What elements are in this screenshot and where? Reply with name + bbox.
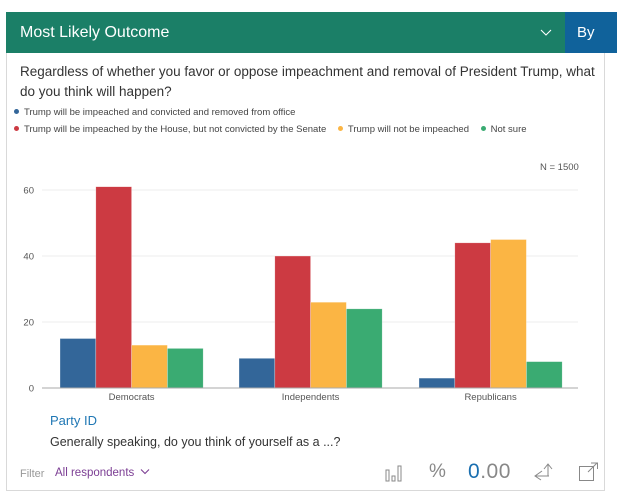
legend-swatch — [337, 125, 343, 131]
legend-row-1: Trump will be impeached and convicted an… — [14, 107, 304, 118]
legend-swatch — [14, 125, 19, 131]
share-icon — [534, 463, 553, 481]
legend-label: Not sure — [490, 124, 527, 135]
legend-label: Trump will not be impeached — [347, 124, 469, 135]
x-category-label: Republicans — [464, 392, 517, 403]
bar-republicans-series-0 — [418, 377, 456, 389]
decimals-lead-digit: 0 — [468, 460, 481, 483]
decimals-rest: .00 — [480, 460, 511, 483]
legend-item: Not sure — [480, 124, 527, 135]
y-tick-label: 40 — [23, 252, 34, 263]
bar-democrats-series-0 — [59, 338, 97, 389]
y-tick-label: 0 — [29, 384, 34, 395]
legend-item: Trump will be impeached and convicted an… — [14, 107, 295, 118]
legend-row-2: Trump will be impeached by the House, bu… — [14, 124, 536, 135]
x-variable-name-link[interactable]: Party ID — [50, 413, 97, 428]
legend-swatch — [14, 108, 19, 114]
sample-size-label: N = 1500 — [540, 162, 579, 173]
card-header: Most Likely Outcome By — [6, 12, 617, 53]
legend-item: Trump will be impeached by the House, bu… — [14, 124, 326, 135]
percent-icon: % — [429, 461, 446, 482]
bar-independents-series-2 — [310, 301, 347, 389]
bar-republicans-series-1 — [454, 242, 491, 389]
bar-republicans-series-2 — [490, 239, 527, 389]
title-dropdown-chevron-icon[interactable] — [536, 12, 556, 53]
bar-democrats-series-2 — [131, 344, 168, 389]
filter-label: Filter — [20, 468, 45, 480]
legend-swatch — [480, 125, 486, 131]
chevron-down-icon — [141, 469, 150, 475]
bar-independents-series-1 — [274, 255, 311, 389]
bar-chart: 0 20 40 60 Democrats Independents Republicans — [23, 186, 578, 403]
x-variable-question: Generally speaking, do you think of your… — [50, 435, 341, 449]
bar-democrats-series-3 — [167, 348, 204, 389]
y-tick-label: 60 — [23, 186, 34, 197]
bar-democrats-series-1 — [95, 186, 132, 389]
bar-chart-icon — [385, 465, 402, 482]
filter-dropdown[interactable]: All respondents — [55, 467, 151, 479]
by-button[interactable]: By — [565, 12, 617, 53]
x-category-label: Independents — [282, 392, 340, 403]
bar-chart-toggle-button[interactable] — [385, 464, 403, 487]
card-title: Most Likely Outcome — [20, 24, 170, 41]
expand-button[interactable] — [578, 461, 600, 488]
x-category-label: Democrats — [109, 392, 155, 403]
legend-label: Trump will be impeached and convicted an… — [24, 107, 296, 118]
y-tick-label: 20 — [23, 318, 34, 329]
bar-independents-series-0 — [238, 358, 276, 389]
legend-item: Trump will not be impeached — [337, 124, 469, 135]
expand-icon — [579, 462, 598, 481]
decimals-button[interactable]: 0.00 — [468, 460, 511, 484]
legend-label: Trump will be impeached by the House, bu… — [24, 124, 327, 135]
question-text: Regardless of whether you favor or oppos… — [20, 64, 595, 99]
percent-toggle-button[interactable]: % — [429, 461, 446, 483]
filter-value: All respondents — [55, 467, 135, 479]
bar-republicans-series-3 — [526, 361, 563, 389]
share-button[interactable] — [533, 461, 555, 488]
bar-independents-series-3 — [346, 308, 383, 389]
